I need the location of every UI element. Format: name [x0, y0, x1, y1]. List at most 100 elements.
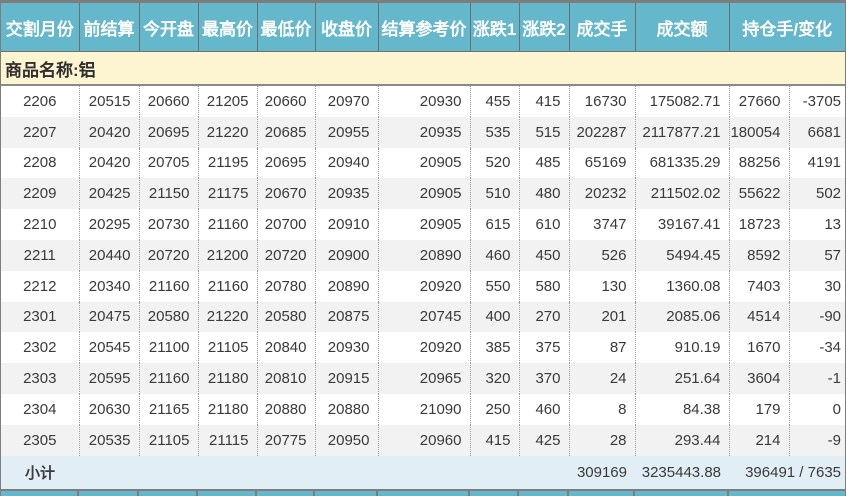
cell-volume: 201: [569, 301, 636, 333]
cell-change2: 480: [519, 178, 570, 210]
column-header-change2[interactable]: 涨跌2: [519, 3, 570, 52]
cell-month: 2301: [1, 301, 80, 333]
table-row[interactable]: 2305 20535 21105 21115 20775 20950 20960 415 425…: [1, 424, 845, 456]
cell-close: 20890: [315, 270, 379, 302]
column-header-delivery-month[interactable]: 交割月份: [1, 3, 80, 52]
column-header-prev-settlement[interactable]: 前结算: [79, 3, 140, 52]
cell-open_interest: 88256: [729, 147, 790, 179]
cell-close: 20935: [315, 178, 379, 210]
column-header-low[interactable]: 最低价: [257, 3, 316, 52]
cell-open_interest: 179: [729, 393, 790, 425]
cell-oi_change: 30: [789, 270, 845, 302]
table-row[interactable]: 2303 20595 21160 21180 20810 20915 20965 320 370…: [1, 363, 845, 394]
table-row[interactable]: 2206 20515 20660 21205 20660 20970 20930 455 415…: [1, 85, 845, 117]
cell-prev_settlement: 20295: [79, 209, 140, 240]
cell-prev_settlement: 20515: [79, 85, 140, 117]
cell-settlement_ref: 20965: [378, 363, 471, 394]
column-header-turnover[interactable]: 成交额: [635, 3, 730, 52]
cell-high: 21205: [198, 85, 258, 117]
next-header-cell: [635, 490, 729, 496]
cell-turnover: 251.64: [635, 363, 730, 394]
cell-change1: 455: [470, 85, 520, 117]
table-row[interactable]: 2210 20295 20730 21160 20700 20910 20905 615 610…: [1, 209, 845, 240]
subtotal-label: 小计: [1, 455, 79, 489]
cell-open_interest: 7403: [729, 270, 790, 302]
table-row[interactable]: 2209 20425 21150 21175 20670 20935 20905 510 480…: [1, 178, 845, 210]
table-row[interactable]: 2208 20420 20705 21195 20695 20940 20905 520 485…: [1, 147, 845, 179]
product-section: 商品名称:铝: [1, 51, 845, 86]
cell-change1: 615: [470, 209, 520, 240]
cell-close: 20880: [315, 393, 379, 425]
cell-change1: 385: [470, 332, 520, 364]
cell-oi_change: -1: [789, 363, 845, 394]
cell-month: 2206: [1, 85, 80, 117]
column-header-change1[interactable]: 涨跌1: [470, 3, 520, 52]
table-row[interactable]: 2301 20475 20580 21220 20580 20875 20745 400 270…: [1, 301, 845, 333]
cell-prev_settlement: 20420: [79, 116, 140, 148]
cell-open_interest: 1670: [729, 332, 790, 364]
cell-open_interest: 214: [729, 424, 790, 456]
cell-turnover: 2085.06: [635, 301, 730, 333]
table-row[interactable]: 2212 20340 21160 21160 20780 20890 20920 550 580…: [1, 270, 845, 302]
cell-month: 2208: [1, 147, 80, 179]
column-header-open-interest-change[interactable]: 持仓手/变化: [729, 3, 845, 52]
table-row[interactable]: 2207 20420 20695 21220 20685 20955 20935 535 515…: [1, 116, 845, 148]
cell-volume: 526: [569, 239, 636, 271]
subtotal-section: 小计 309169 3235443.88 396491 / 7635: [1, 455, 845, 489]
cell-open_interest: 180054: [729, 116, 790, 148]
cell-turnover: 211502.02: [635, 178, 730, 210]
top-border: [1, 0, 845, 3]
cell-high: 21220: [198, 301, 258, 333]
cell-volume: 130: [569, 270, 636, 302]
cell-month: 2304: [1, 393, 80, 425]
cell-low: 20810: [257, 363, 316, 394]
column-header-close[interactable]: 收盘价: [315, 3, 379, 52]
cell-prev_settlement: 20440: [79, 239, 140, 271]
cell-close: 20915: [315, 363, 379, 394]
table-row[interactable]: 2304 20630 21165 21180 20880 20880 21090 250 460…: [1, 393, 845, 425]
column-header-volume[interactable]: 成交手: [569, 3, 636, 52]
cell-open: 20730: [139, 209, 199, 240]
table-row[interactable]: 2302 20545 21100 21105 20840 20930 20920 385 375…: [1, 332, 845, 364]
cell-oi_change: 4191: [789, 147, 845, 179]
cell-turnover: 2117877.21: [635, 116, 730, 148]
cell-settlement_ref: 20890: [378, 239, 471, 271]
next-header-cell: [139, 490, 198, 496]
cell-volume: 24: [569, 363, 636, 394]
cell-volume: 28: [569, 424, 636, 456]
table-header: 交割月份 前结算 今开盘 最高价 最低价 收盘价 结算参考价 涨跌1 涨跌2 成…: [1, 3, 845, 52]
cell-settlement_ref: 20930: [378, 85, 471, 117]
cell-prev_settlement: 20545: [79, 332, 140, 364]
table-row[interactable]: 2211 20440 20720 21200 20720 20900 20890 460 450…: [1, 239, 845, 271]
cell-change1: 250: [470, 393, 520, 425]
section-divider: [1, 488, 845, 491]
cell-low: 20670: [257, 178, 316, 210]
cell-settlement_ref: 20905: [378, 147, 471, 179]
cell-turnover: 5494.45: [635, 239, 730, 271]
cell-settlement_ref: 20905: [378, 178, 471, 210]
cell-settlement_ref: 20920: [378, 332, 471, 364]
column-header-settlement-ref[interactable]: 结算参考价: [378, 3, 471, 52]
cell-close: 20955: [315, 116, 379, 148]
cell-change2: 450: [519, 239, 570, 271]
cell-low: 20700: [257, 209, 316, 240]
cell-open_interest: 27660: [729, 85, 790, 117]
cell-settlement_ref: 20935: [378, 116, 471, 148]
cell-low: 20720: [257, 239, 316, 271]
next-header-cell: [729, 491, 845, 496]
cell-open: 21165: [139, 393, 199, 425]
cell-change2: 370: [519, 363, 570, 394]
cell-prev_settlement: 20475: [79, 301, 140, 333]
cell-open_interest: 4514: [729, 301, 790, 333]
product-name-row: 商品名称:铝: [1, 51, 845, 86]
cell-oi_change: 57: [789, 239, 845, 271]
cell-low: 20695: [257, 147, 316, 179]
cell-month: 2305: [1, 424, 80, 456]
next-section-header-strip: [1, 490, 845, 496]
column-header-open[interactable]: 今开盘: [139, 3, 199, 52]
cell-turnover: 293.44: [635, 424, 730, 456]
column-header-high[interactable]: 最高价: [198, 3, 258, 52]
cell-high: 21175: [198, 178, 258, 210]
cell-change2: 460: [519, 393, 570, 425]
cell-low: 20780: [257, 270, 316, 302]
